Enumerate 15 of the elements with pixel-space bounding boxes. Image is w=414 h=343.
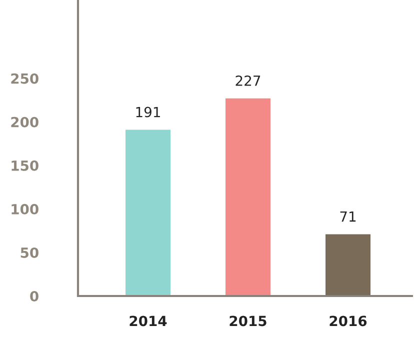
y-tick-label: 50 xyxy=(20,247,38,258)
bar xyxy=(226,98,270,296)
y-tick-label: 100 xyxy=(12,204,38,214)
data-label: 191 xyxy=(136,106,160,118)
x-tick-label: 2014 xyxy=(130,316,167,326)
y-tick-label: 200 xyxy=(11,116,38,128)
y-tick-label: 250 xyxy=(11,73,38,84)
bar xyxy=(326,234,370,296)
x-tick-label: 2016 xyxy=(330,316,367,326)
y-tick-label: 0 xyxy=(30,290,38,302)
x-tick-label: 2015 xyxy=(230,316,266,326)
data-label: 227 xyxy=(236,75,260,86)
y-tick-label: 150 xyxy=(12,160,38,171)
bar xyxy=(126,130,170,296)
data-label: 71 xyxy=(340,211,356,222)
